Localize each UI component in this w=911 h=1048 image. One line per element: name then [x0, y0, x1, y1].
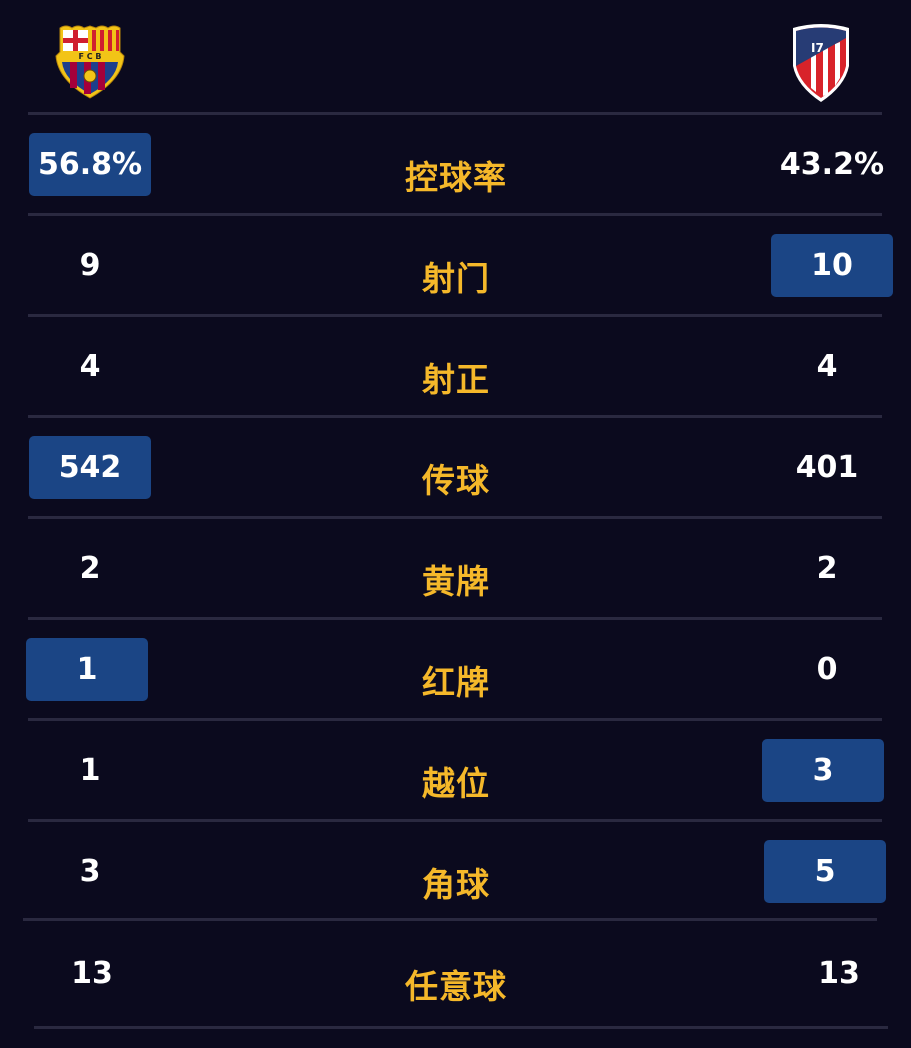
home-value: 1 — [26, 638, 148, 701]
svg-text:F C B: F C B — [78, 52, 101, 61]
away-value: 3 — [762, 739, 884, 802]
home-value: 13 — [71, 956, 113, 991]
svg-text:I7: I7 — [811, 41, 824, 55]
stat-row: 2 黄牌 2 — [0, 519, 911, 620]
barcelona-logo: F C B — [55, 25, 125, 99]
stat-row: 56.8% 控球率 43.2% — [0, 115, 911, 216]
stat-label: 任意球 — [405, 967, 507, 1006]
row-divider — [28, 415, 882, 418]
home-value: 3 — [79, 854, 101, 889]
stat-row: 1 红牌 0 — [0, 620, 911, 721]
home-value: 542 — [29, 436, 151, 499]
stat-row: 1 越位 3 — [0, 721, 911, 822]
row-divider — [28, 718, 882, 721]
away-value: 2 — [816, 551, 838, 586]
away-value: 13 — [818, 956, 860, 991]
row-divider — [23, 918, 877, 921]
atletico-madrid-logo: I7 — [793, 24, 849, 102]
stat-row: 3 角球 5 — [0, 822, 911, 923]
home-value: 2 — [79, 551, 101, 586]
row-divider — [28, 819, 882, 822]
stat-row: 9 射门 10 — [0, 216, 911, 317]
home-value: 56.8% — [29, 133, 151, 196]
stat-label: 传球 — [422, 461, 490, 500]
away-value: 5 — [764, 840, 886, 903]
stat-label: 射门 — [422, 259, 490, 298]
stat-row: 4 射正 4 — [0, 317, 911, 418]
stat-label: 射正 — [422, 360, 490, 399]
away-value: 43.2% — [779, 147, 884, 182]
stat-row: 542 传球 401 — [0, 418, 911, 519]
row-divider — [28, 112, 882, 115]
row-divider — [28, 213, 882, 216]
stat-row: 13 任意球 13 — [0, 924, 911, 1025]
row-divider — [28, 617, 882, 620]
stat-label: 角球 — [422, 865, 490, 904]
away-value: 401 — [795, 450, 859, 485]
stat-label: 红牌 — [422, 663, 490, 702]
home-value: 4 — [79, 349, 101, 384]
row-divider — [34, 1026, 888, 1029]
stat-label: 越位 — [422, 764, 490, 803]
home-value: 1 — [79, 753, 101, 788]
row-divider — [28, 516, 882, 519]
row-divider — [28, 314, 882, 317]
stat-label: 控球率 — [405, 158, 507, 197]
away-value: 4 — [816, 349, 838, 384]
home-value: 9 — [79, 248, 101, 283]
away-value: 10 — [771, 234, 893, 297]
away-value: 0 — [816, 652, 838, 687]
stat-label: 黄牌 — [422, 562, 490, 601]
